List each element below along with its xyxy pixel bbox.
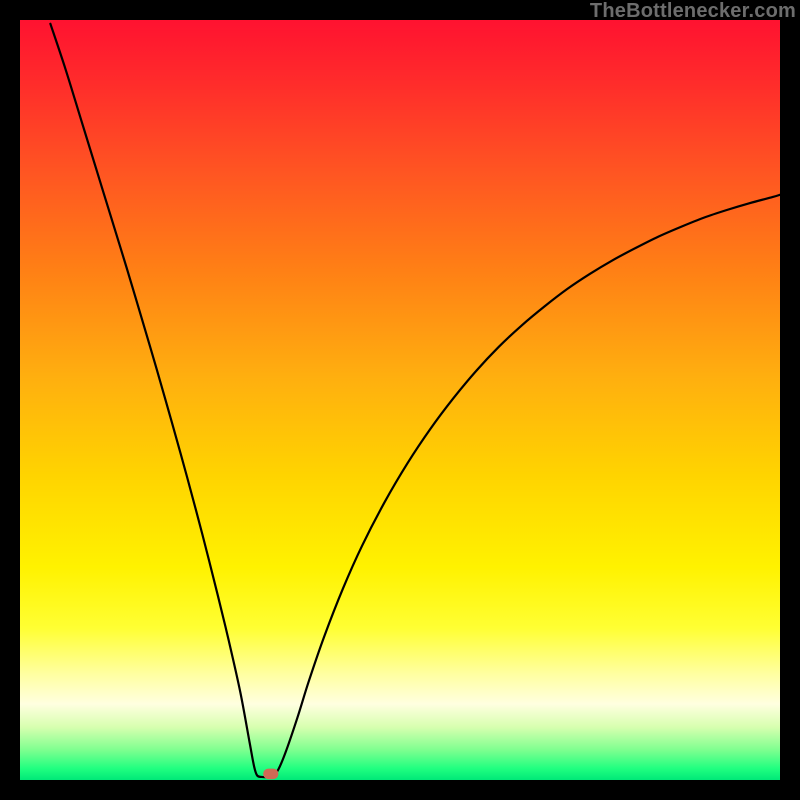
watermark-label: TheBottlenecker.com xyxy=(590,0,796,23)
chart-container: TheBottlenecker.com xyxy=(0,0,800,800)
chart-svg xyxy=(0,0,800,800)
plot-area xyxy=(20,20,780,780)
optimal-marker xyxy=(263,769,278,780)
